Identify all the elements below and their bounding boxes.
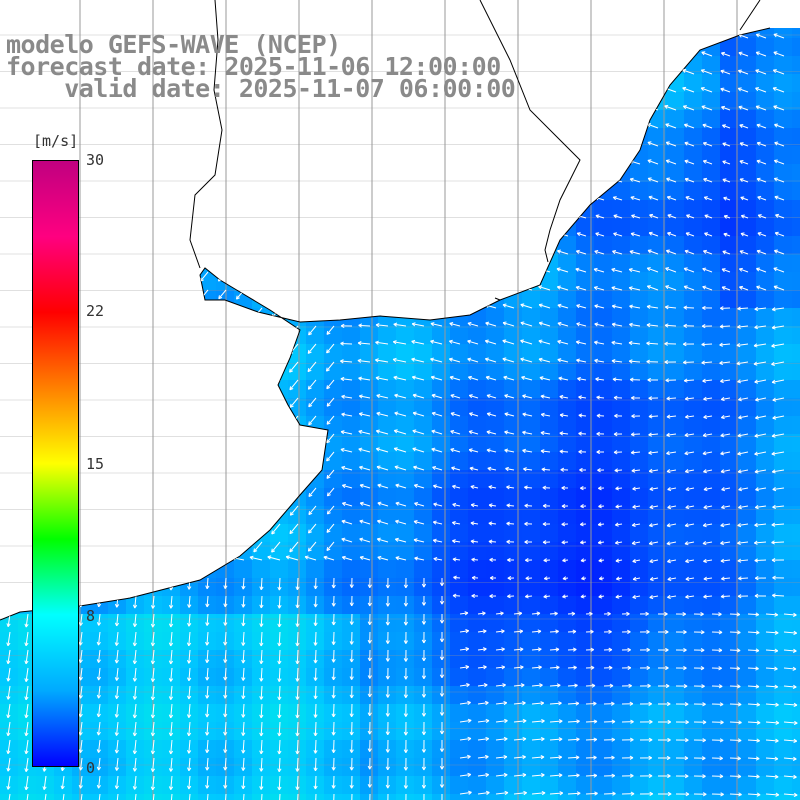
valid-date: valid date: 2025-11-07 06:00:00 — [6, 74, 516, 103]
colorbar-tick-15: 15 — [86, 455, 105, 473]
colorbar-tick-30: 30 — [86, 151, 105, 169]
forecast-date: forecast date: 2025-11-06 12:00:00 — [6, 52, 501, 81]
coastline — [0, 0, 771, 621]
colorbar-tick-0: 0 — [86, 759, 96, 777]
colorbar-tick-8: 8 — [86, 607, 96, 625]
wind-speed-shading — [0, 28, 800, 800]
model-title: modelo GEFS-WAVE (NCEP) — [6, 30, 341, 59]
colorbar-tick-22: 22 — [86, 302, 105, 320]
colorbar-unit: [m/s] — [33, 132, 79, 150]
colorbar-legend — [32, 160, 79, 767]
